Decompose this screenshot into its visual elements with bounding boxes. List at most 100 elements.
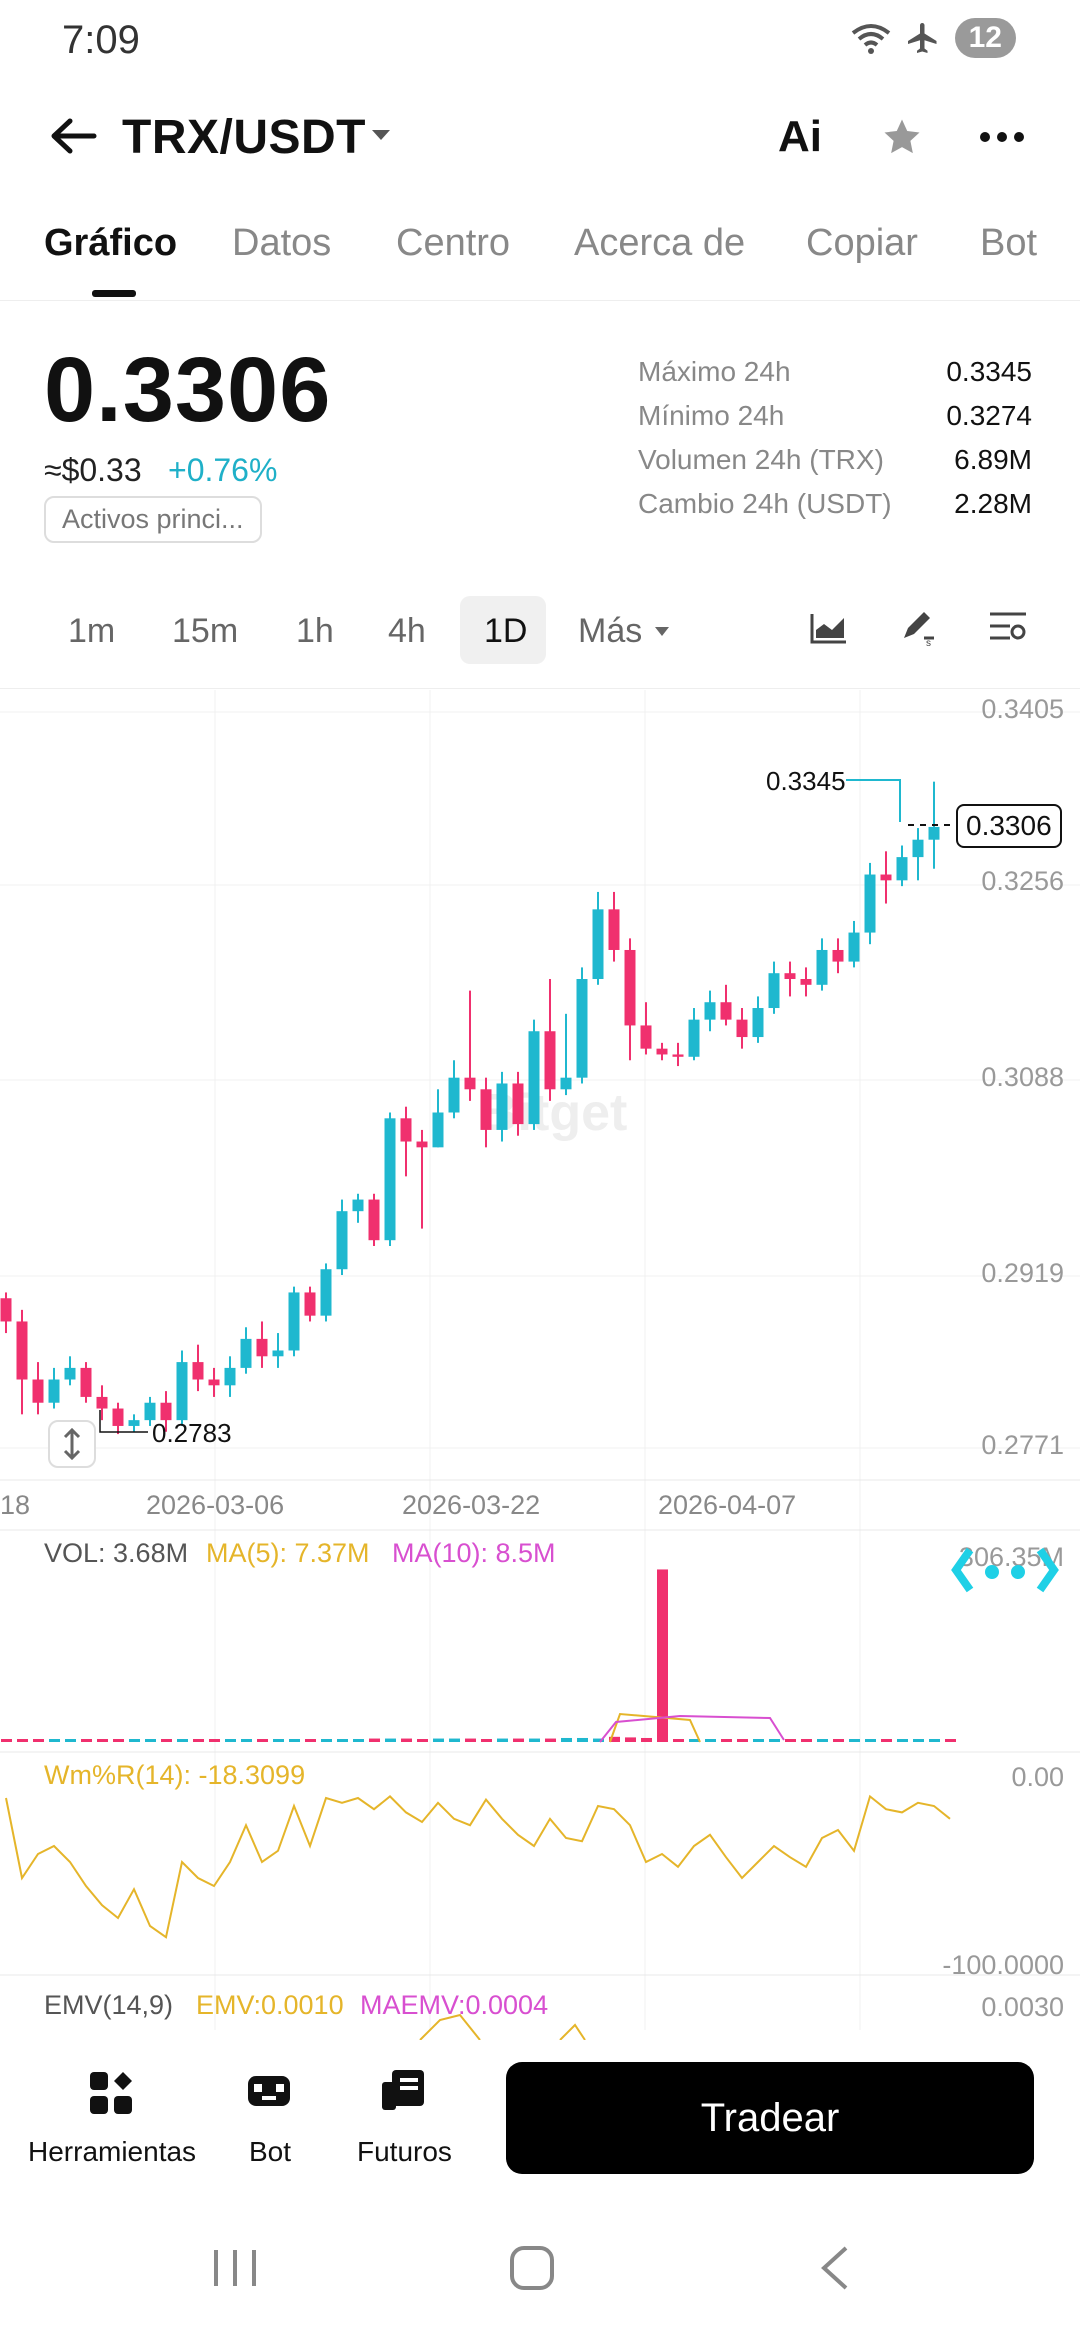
back-arrow-icon[interactable] [48, 116, 98, 156]
volume-bar [321, 1739, 332, 1742]
candle-body [784, 973, 796, 980]
recent-apps-icon[interactable] [210, 2246, 260, 2290]
home-icon[interactable] [508, 2244, 556, 2292]
trade-button[interactable]: Tradear [506, 2062, 1034, 2174]
interval-15m[interactable]: 15m [172, 612, 239, 650]
chart-resize-handle[interactable] [48, 1420, 96, 1468]
volume-bar [17, 1739, 28, 1742]
volume-bar [129, 1739, 140, 1742]
tab-acerca-de[interactable]: Acerca de [574, 222, 746, 264]
candle-body [800, 979, 812, 985]
volume-bar [81, 1739, 92, 1742]
candle-body [544, 1031, 556, 1090]
volume-bar [641, 1737, 652, 1742]
tab-grafico[interactable]: Gráfico [44, 222, 178, 264]
futures-icon[interactable] [378, 2068, 428, 2114]
candle-body [688, 1019, 700, 1057]
stat-label-turnover: Cambio 24h (USDT) [638, 488, 892, 519]
volume-ma5-line [609, 1712, 701, 1743]
candlestick-chart[interactable]: Bitget 0.3345 0.2783 [0, 688, 1080, 2048]
candle-body [384, 1118, 396, 1241]
volume-bar [577, 1737, 588, 1742]
interval-1d[interactable]: 1D [484, 612, 528, 650]
candle-body [192, 1362, 204, 1380]
candle-body [304, 1292, 316, 1316]
draw-tool-icon[interactable]: s [898, 608, 938, 648]
candle-body [80, 1367, 92, 1397]
volume-bar [193, 1739, 204, 1742]
interval-4h[interactable]: 4h [388, 612, 426, 650]
candle-body [432, 1112, 444, 1148]
candle-body [864, 874, 876, 933]
status-icons: 12 [851, 18, 1016, 58]
stat-label-volume: Volumen 24h (TRX) [638, 444, 884, 475]
volume-bar [673, 1739, 684, 1742]
candle-body [160, 1402, 172, 1421]
volume-bar [481, 1739, 492, 1742]
volume-bar [353, 1739, 364, 1742]
bot-label[interactable]: Bot [249, 2136, 292, 2167]
tab-datos[interactable]: Datos [232, 222, 332, 264]
tab-copiar[interactable]: Copiar [806, 222, 918, 264]
chart-grid [0, 690, 1080, 2030]
volume-bars-group [1, 1569, 956, 1742]
candle-body [416, 1141, 428, 1148]
tab-centro[interactable]: Centro [396, 222, 511, 264]
candle-body [848, 932, 860, 962]
tools-icon[interactable] [88, 2070, 134, 2116]
volume-bar [529, 1738, 540, 1742]
ai-assistant-bubble[interactable] [950, 1540, 1060, 1600]
volume-bar [545, 1738, 556, 1742]
ai-button[interactable]: Ai [778, 112, 822, 161]
stat-value-volume: 6.89M [954, 444, 1032, 475]
asset-tag[interactable]: Activos princi... [44, 496, 262, 543]
candle-body [448, 1077, 460, 1113]
back-nav-icon[interactable] [816, 2244, 852, 2292]
volume-bar [753, 1739, 764, 1742]
candle-body [240, 1338, 252, 1368]
emv-line-segment [559, 2023, 586, 2041]
candle-body [64, 1367, 76, 1380]
volume-bar [625, 1737, 636, 1742]
volume-bar [273, 1739, 284, 1742]
chart-type-icon[interactable] [808, 610, 848, 646]
candle-body [112, 1408, 124, 1426]
interval-more[interactable]: Más [578, 612, 643, 650]
favorite-star-icon[interactable] [880, 116, 924, 158]
pair-title[interactable]: TRX/USDT [122, 111, 366, 164]
candle-body [320, 1269, 332, 1316]
tools-label[interactable]: Herramientas [28, 2136, 197, 2167]
candle-body [896, 857, 908, 881]
volume-bar [177, 1739, 188, 1742]
volume-bar [769, 1739, 780, 1742]
candle-body [528, 1031, 540, 1125]
interval-1d-bg[interactable] [460, 596, 546, 664]
y-tick: 0.3405 [981, 694, 1064, 724]
volume-bar [385, 1738, 396, 1742]
volume-bar [737, 1739, 748, 1742]
volume-bar [289, 1739, 300, 1742]
candle-body [288, 1292, 300, 1351]
stat-label-low: Mínimo 24h [638, 400, 785, 431]
volume-bar [833, 1739, 844, 1742]
futures-label[interactable]: Futuros [357, 2136, 452, 2167]
indicator-settings-icon[interactable] [988, 610, 1028, 646]
wifi-icon [851, 24, 890, 54]
interval-1m[interactable]: 1m [68, 612, 116, 650]
volume-bar [433, 1738, 444, 1742]
volume-bar [513, 1738, 524, 1742]
more-dropdown-icon[interactable] [654, 626, 670, 638]
stat-label-high: Máximo 24h [638, 356, 791, 387]
candle-body [816, 949, 828, 985]
volume-bar [801, 1739, 812, 1742]
candle-body [256, 1338, 268, 1357]
pair-dropdown-icon[interactable] [370, 128, 392, 142]
more-menu-icon[interactable] [978, 130, 1026, 144]
candle-body [96, 1396, 108, 1409]
volume-bar [401, 1738, 412, 1742]
interval-1h[interactable]: 1h [296, 612, 334, 650]
candle-body [752, 1008, 764, 1038]
tab-bot[interactable]: Bot [980, 222, 1038, 264]
bot-icon[interactable] [244, 2070, 294, 2114]
candle-body [768, 973, 780, 1009]
